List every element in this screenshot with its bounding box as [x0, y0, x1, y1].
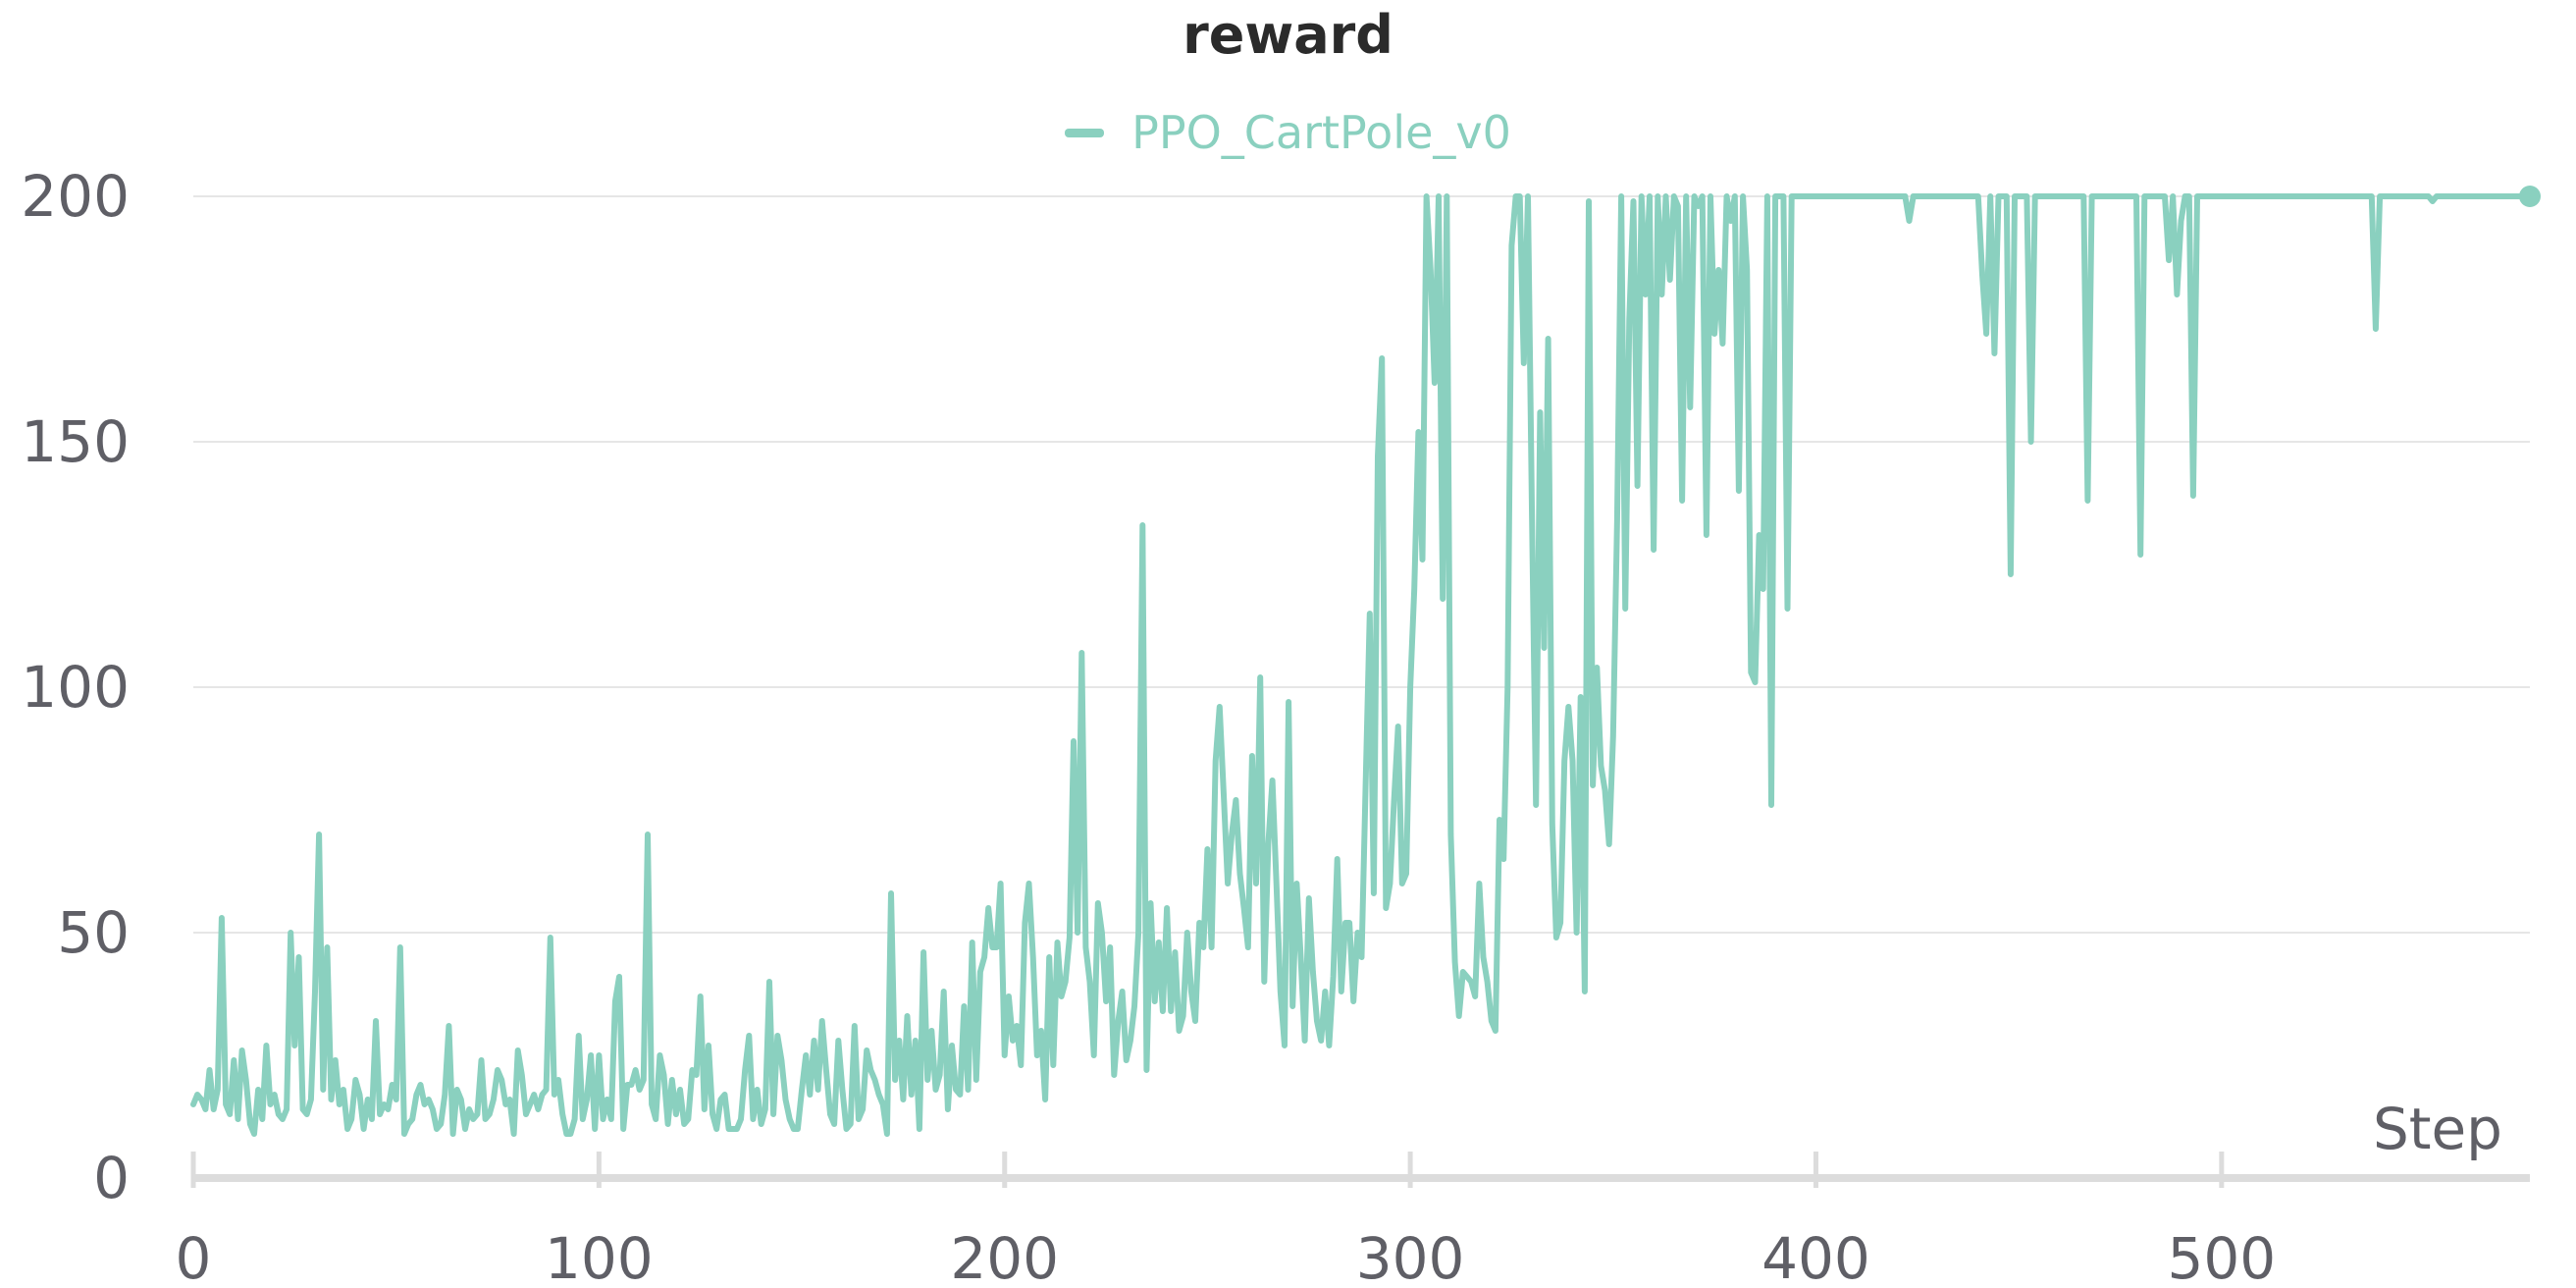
chart-title: reward — [1183, 4, 1393, 66]
grid-lines — [193, 195, 2530, 934]
series-group — [190, 186, 2541, 1137]
series-line-ppo-cartpole-v0[interactable] — [190, 193, 2533, 1137]
x-tick-label: 0 — [176, 1225, 212, 1288]
y-axis-tick-labels: 0 50 100 150 200 — [21, 163, 130, 1211]
legend-swatch — [1065, 128, 1105, 137]
y-tick-label: 150 — [21, 408, 130, 475]
y-tick-label: 0 — [93, 1145, 130, 1211]
x-axis-tick-labels: 0 100 200 300 400 500 — [176, 1225, 2277, 1288]
x-tick-label: 300 — [1356, 1225, 1465, 1288]
legend-label[interactable]: PPO_CartPole_v0 — [1131, 106, 1511, 159]
x-axis — [190, 1152, 2530, 1188]
y-tick-label: 50 — [57, 899, 130, 966]
y-tick-label: 100 — [21, 654, 130, 721]
x-tick-label: 100 — [545, 1225, 654, 1288]
x-axis-title: Step — [2373, 1096, 2502, 1162]
x-tick-label: 200 — [950, 1225, 1059, 1288]
legend[interactable]: PPO_CartPole_v0 — [0, 106, 2576, 159]
y-tick-label: 200 — [21, 163, 130, 230]
series-end-point[interactable] — [2519, 186, 2541, 207]
x-tick-label: 500 — [2167, 1225, 2276, 1288]
x-tick-label: 400 — [1761, 1225, 1870, 1288]
